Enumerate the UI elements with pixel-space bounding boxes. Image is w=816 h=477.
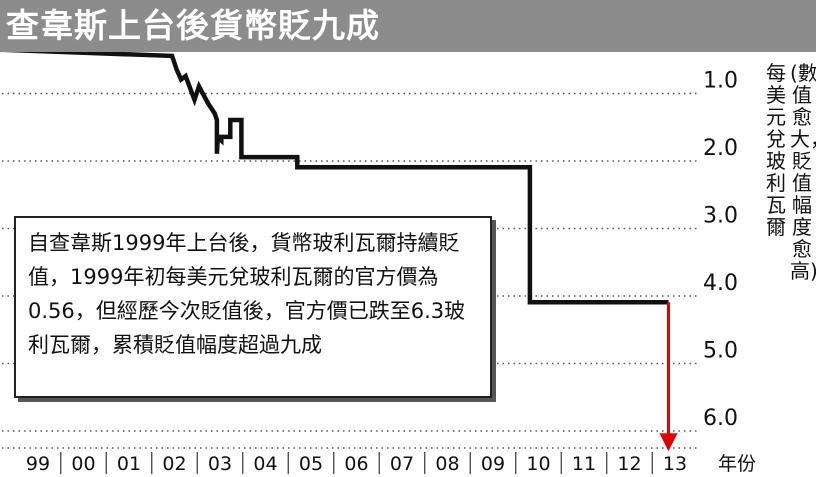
x-tick-label: 03: [208, 453, 232, 475]
y-tick-label: 4.0: [703, 271, 738, 296]
x-axis: 99 00 01 02 03 04 05 06 07 08 09 10 11 12 13 年份: [2, 447, 756, 475]
x-tick-label: 13: [663, 453, 687, 475]
x-tick-label: 01: [117, 453, 141, 475]
x-tick-label: 08: [435, 453, 459, 475]
y-axis-title: 每美元兌玻利瓦爾 (數值愈大，貶值幅度愈高): [764, 61, 816, 362]
x-tick-label: 10: [526, 453, 550, 475]
chart-title: 查韋斯上台後貨幣貶九成: [6, 6, 380, 45]
x-tick-label: 09: [481, 453, 505, 475]
x-tick-label: 12: [617, 453, 641, 475]
series-line: [1, 47, 669, 305]
x-tick-label: 07: [390, 453, 414, 475]
title-bar: 查韋斯上台後貨幣貶九成: [0, 0, 816, 52]
y-axis-note: (數值愈大，貶值幅度愈高): [790, 61, 816, 283]
annotation-box: 自查韋斯1999年上台後，貨幣玻利瓦爾持續貶值，1999年初每美元兌玻利瓦爾的官…: [14, 216, 492, 398]
x-tick-label: 00: [71, 453, 95, 475]
y-tick-label: 1.0: [703, 69, 738, 94]
x-tick-label: 99: [26, 453, 50, 475]
x-tick-label: 11: [572, 453, 596, 475]
x-tick-label: 06: [344, 453, 368, 475]
annotation-text: 自查韋斯1999年上台後，貨幣玻利瓦爾持續貶值，1999年初每美元兌玻利瓦爾的官…: [28, 231, 466, 357]
y-axis-label: 每美元兌玻利瓦爾: [766, 61, 786, 239]
x-tick-label: 05: [299, 453, 323, 475]
y-tick-label: 2.0: [703, 136, 738, 161]
x-tick-label: 04: [253, 453, 277, 475]
x-tick-label: 02: [162, 453, 186, 475]
y-tick-label: 3.0: [703, 204, 738, 229]
y-axis-ticks: 1.0 2.0 3.0 4.0 5.0 6.0: [703, 69, 738, 432]
series-layer: [1, 47, 678, 452]
x-axis-label: 年份: [718, 453, 756, 475]
y-tick-label: 6.0: [703, 406, 738, 431]
y-tick-label: 5.0: [703, 339, 738, 364]
devaluation-arrow-head: [659, 433, 678, 452]
